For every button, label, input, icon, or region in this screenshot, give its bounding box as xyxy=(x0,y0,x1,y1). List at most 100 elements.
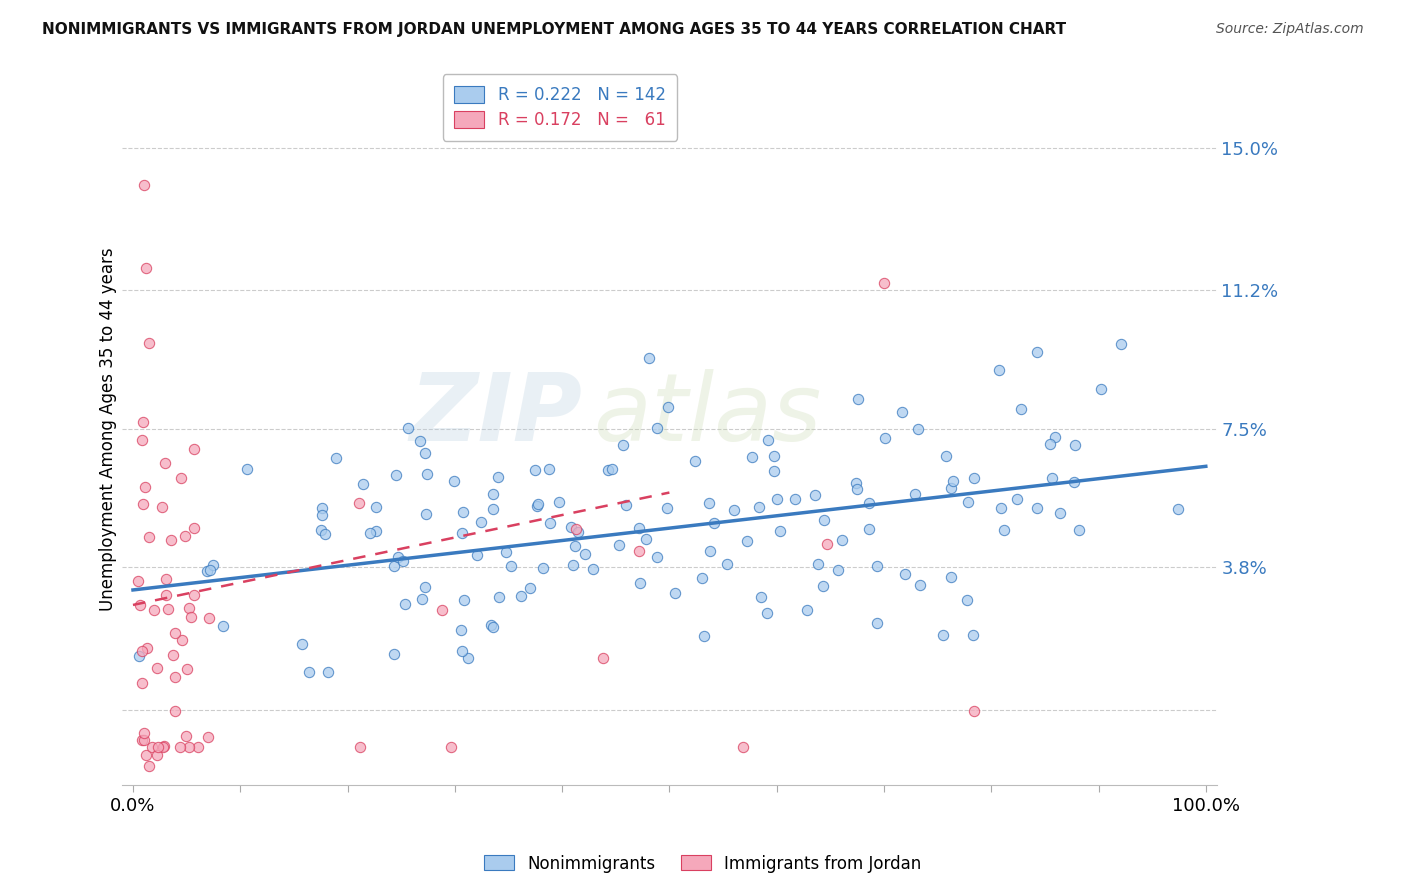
Point xyxy=(723,503,745,517)
Point xyxy=(155,572,177,586)
Point xyxy=(893,567,915,582)
Point xyxy=(163,625,186,640)
Point xyxy=(827,563,849,577)
Point xyxy=(831,533,853,548)
Point xyxy=(690,571,713,585)
Point xyxy=(612,438,634,452)
Point xyxy=(180,610,202,624)
Point xyxy=(531,561,554,575)
Point xyxy=(699,544,721,558)
Point xyxy=(163,704,186,718)
Point xyxy=(683,454,706,468)
Point xyxy=(567,525,589,540)
Point xyxy=(647,549,669,564)
Point xyxy=(415,507,437,521)
Point xyxy=(177,740,200,755)
Point xyxy=(325,451,347,466)
Point xyxy=(141,740,163,755)
Point xyxy=(873,431,896,445)
Point xyxy=(138,530,160,544)
Point xyxy=(547,494,569,508)
Point xyxy=(942,474,965,488)
Point xyxy=(813,513,835,527)
Point xyxy=(159,533,181,548)
Point xyxy=(314,526,336,541)
Point xyxy=(148,740,170,755)
Point xyxy=(655,500,678,515)
Point xyxy=(636,532,658,546)
Point xyxy=(796,603,818,617)
Point xyxy=(169,740,191,755)
Point xyxy=(138,335,160,350)
Point xyxy=(749,590,772,604)
Point xyxy=(413,580,436,594)
Point xyxy=(664,586,686,600)
Point xyxy=(607,538,630,552)
Point xyxy=(127,574,149,589)
Point xyxy=(131,675,153,690)
Point xyxy=(811,579,834,593)
Point xyxy=(538,516,561,531)
Point xyxy=(174,529,197,543)
Point xyxy=(628,575,651,590)
Point xyxy=(499,559,522,574)
Point xyxy=(132,178,155,193)
Point xyxy=(316,665,339,680)
Point xyxy=(993,523,1015,537)
Point xyxy=(1064,438,1087,452)
Point xyxy=(453,505,475,519)
Point xyxy=(731,740,754,755)
Point xyxy=(523,463,546,477)
Point xyxy=(962,628,984,642)
Point xyxy=(748,500,770,514)
Point xyxy=(697,496,720,510)
Point xyxy=(600,462,623,476)
Point xyxy=(309,523,332,537)
Point xyxy=(564,522,586,536)
Point xyxy=(941,569,963,583)
Point xyxy=(382,647,405,661)
Point xyxy=(1025,501,1047,516)
Point xyxy=(169,471,191,485)
Point xyxy=(132,415,155,429)
Point xyxy=(465,548,488,562)
Point xyxy=(197,731,219,745)
Point xyxy=(153,456,176,470)
Point xyxy=(488,591,510,605)
Text: NONIMMIGRANTS VS IMMIGRANTS FROM JORDAN UNEMPLOYMENT AMONG AGES 35 TO 44 YEARS C: NONIMMIGRANTS VS IMMIGRANTS FROM JORDAN … xyxy=(42,22,1066,37)
Point xyxy=(962,471,984,485)
Point xyxy=(866,616,889,631)
Point xyxy=(735,534,758,549)
Point xyxy=(396,421,419,435)
Point xyxy=(177,601,200,615)
Point xyxy=(645,421,668,435)
Point xyxy=(128,648,150,663)
Point xyxy=(359,525,381,540)
Point xyxy=(132,497,155,511)
Point xyxy=(411,592,433,607)
Point xyxy=(1039,436,1062,450)
Point xyxy=(846,482,869,496)
Point xyxy=(298,665,321,680)
Point xyxy=(941,481,963,495)
Point xyxy=(413,446,436,460)
Point xyxy=(152,740,174,755)
Point xyxy=(628,521,651,535)
Point xyxy=(150,500,173,514)
Point xyxy=(353,477,375,491)
Point xyxy=(561,558,583,572)
Point xyxy=(1109,337,1132,351)
Point xyxy=(858,496,880,510)
Point xyxy=(145,747,167,762)
Point xyxy=(1043,430,1066,444)
Point xyxy=(135,260,157,275)
Point xyxy=(349,496,371,510)
Point xyxy=(495,545,517,559)
Point xyxy=(486,470,509,484)
Legend: R = 0.222   N = 142, R = 0.172   N =   61: R = 0.222 N = 142, R = 0.172 N = 61 xyxy=(443,74,678,141)
Point xyxy=(526,500,548,514)
Point xyxy=(440,740,463,755)
Point xyxy=(157,601,180,615)
Point xyxy=(527,497,550,511)
Point xyxy=(385,467,408,482)
